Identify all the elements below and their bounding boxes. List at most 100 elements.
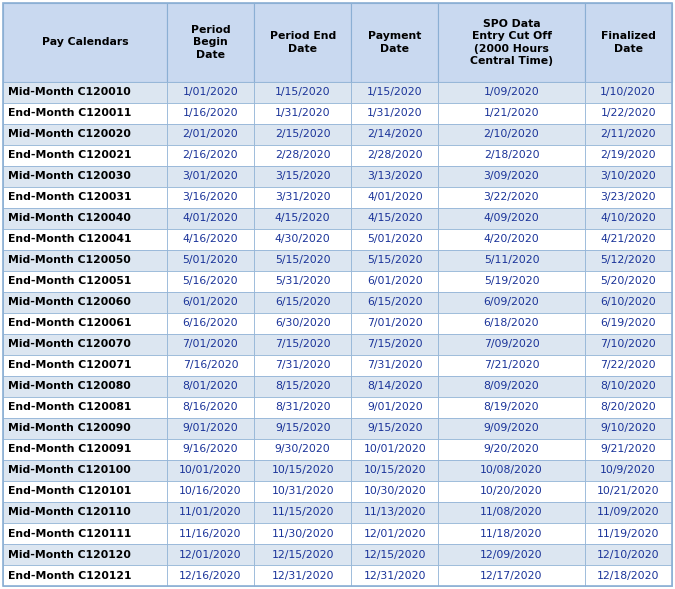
Bar <box>3 565 167 586</box>
Bar <box>167 481 254 502</box>
Text: 6/16/2020: 6/16/2020 <box>183 318 238 328</box>
Text: 6/18/2020: 6/18/2020 <box>484 318 539 328</box>
Bar <box>585 481 672 502</box>
Text: Pay Calendars: Pay Calendars <box>42 37 128 47</box>
Text: 7/21/2020: 7/21/2020 <box>484 360 539 370</box>
Bar <box>585 313 672 334</box>
Bar <box>352 102 439 124</box>
Bar <box>585 439 672 460</box>
Text: 3/13/2020: 3/13/2020 <box>367 171 423 181</box>
Text: 7/16/2020: 7/16/2020 <box>183 360 238 370</box>
Bar <box>352 502 439 523</box>
Bar <box>3 418 167 439</box>
Text: 1/01/2020: 1/01/2020 <box>183 87 238 97</box>
Text: 8/09/2020: 8/09/2020 <box>484 382 539 392</box>
Text: End-Month C120051: End-Month C120051 <box>8 276 132 286</box>
Text: 4/10/2020: 4/10/2020 <box>600 213 656 223</box>
Text: End-Month C120081: End-Month C120081 <box>8 402 132 412</box>
Text: End-Month C120021: End-Month C120021 <box>8 150 132 160</box>
Text: 2/28/2020: 2/28/2020 <box>275 150 331 160</box>
Text: 5/15/2020: 5/15/2020 <box>367 255 423 265</box>
Bar <box>254 439 352 460</box>
Bar <box>3 439 167 460</box>
Text: 9/30/2020: 9/30/2020 <box>275 445 331 455</box>
Bar <box>352 481 439 502</box>
Bar <box>352 397 439 418</box>
Text: 5/20/2020: 5/20/2020 <box>600 276 656 286</box>
Bar <box>254 271 352 292</box>
Bar <box>254 481 352 502</box>
Text: 10/20/2020: 10/20/2020 <box>480 487 543 497</box>
Bar <box>585 460 672 481</box>
Bar <box>167 102 254 124</box>
Text: 12/31/2020: 12/31/2020 <box>271 571 334 581</box>
Text: 8/01/2020: 8/01/2020 <box>183 382 238 392</box>
Bar <box>439 418 585 439</box>
Text: 2/16/2020: 2/16/2020 <box>183 150 238 160</box>
Text: 10/15/2020: 10/15/2020 <box>271 465 334 475</box>
Bar <box>3 313 167 334</box>
Text: 8/10/2020: 8/10/2020 <box>600 382 656 392</box>
Text: 7/09/2020: 7/09/2020 <box>484 339 539 349</box>
Text: End-Month C120061: End-Month C120061 <box>8 318 132 328</box>
Text: Mid-Month C120030: Mid-Month C120030 <box>8 171 131 181</box>
Bar <box>352 187 439 208</box>
Text: 12/09/2020: 12/09/2020 <box>480 550 543 560</box>
Text: 10/9/2020: 10/9/2020 <box>600 465 656 475</box>
Bar <box>3 187 167 208</box>
Bar <box>167 229 254 250</box>
Text: 6/01/2020: 6/01/2020 <box>183 297 238 307</box>
Bar <box>585 187 672 208</box>
Text: 4/16/2020: 4/16/2020 <box>183 234 238 244</box>
Text: 3/22/2020: 3/22/2020 <box>484 192 539 202</box>
Text: 11/30/2020: 11/30/2020 <box>271 528 334 538</box>
Bar <box>254 355 352 376</box>
Text: 3/15/2020: 3/15/2020 <box>275 171 331 181</box>
Text: 7/15/2020: 7/15/2020 <box>275 339 331 349</box>
Bar <box>352 544 439 565</box>
Text: 5/16/2020: 5/16/2020 <box>183 276 238 286</box>
Bar <box>254 418 352 439</box>
Text: 1/22/2020: 1/22/2020 <box>600 108 656 118</box>
Bar <box>3 3 167 82</box>
Bar <box>439 313 585 334</box>
Bar <box>254 523 352 544</box>
Text: 11/15/2020: 11/15/2020 <box>271 508 334 518</box>
Bar <box>3 502 167 523</box>
Text: 10/01/2020: 10/01/2020 <box>364 445 427 455</box>
Bar <box>439 208 585 229</box>
Bar <box>439 229 585 250</box>
Text: 2/19/2020: 2/19/2020 <box>600 150 656 160</box>
Bar <box>352 460 439 481</box>
Bar <box>585 271 672 292</box>
Bar <box>352 208 439 229</box>
Bar <box>254 502 352 523</box>
Bar <box>3 355 167 376</box>
Bar <box>254 397 352 418</box>
Text: 9/20/2020: 9/20/2020 <box>484 445 539 455</box>
Bar <box>167 439 254 460</box>
Text: 9/15/2020: 9/15/2020 <box>367 423 423 434</box>
Text: 8/31/2020: 8/31/2020 <box>275 402 331 412</box>
Text: 3/31/2020: 3/31/2020 <box>275 192 331 202</box>
Text: 5/19/2020: 5/19/2020 <box>484 276 539 286</box>
Bar <box>352 376 439 397</box>
Text: 11/01/2020: 11/01/2020 <box>179 508 242 518</box>
Bar <box>3 292 167 313</box>
Bar <box>352 166 439 187</box>
Bar <box>167 397 254 418</box>
Bar <box>254 3 352 82</box>
Text: 4/15/2020: 4/15/2020 <box>275 213 331 223</box>
Text: 6/15/2020: 6/15/2020 <box>275 297 331 307</box>
Bar <box>167 376 254 397</box>
Text: 12/15/2020: 12/15/2020 <box>271 550 334 560</box>
Bar <box>585 145 672 166</box>
Bar <box>439 3 585 82</box>
Bar <box>439 481 585 502</box>
Bar <box>585 418 672 439</box>
Bar <box>352 418 439 439</box>
Text: Period End
Date: Period End Date <box>269 31 336 54</box>
Bar <box>167 502 254 523</box>
Bar <box>439 355 585 376</box>
Bar <box>254 376 352 397</box>
